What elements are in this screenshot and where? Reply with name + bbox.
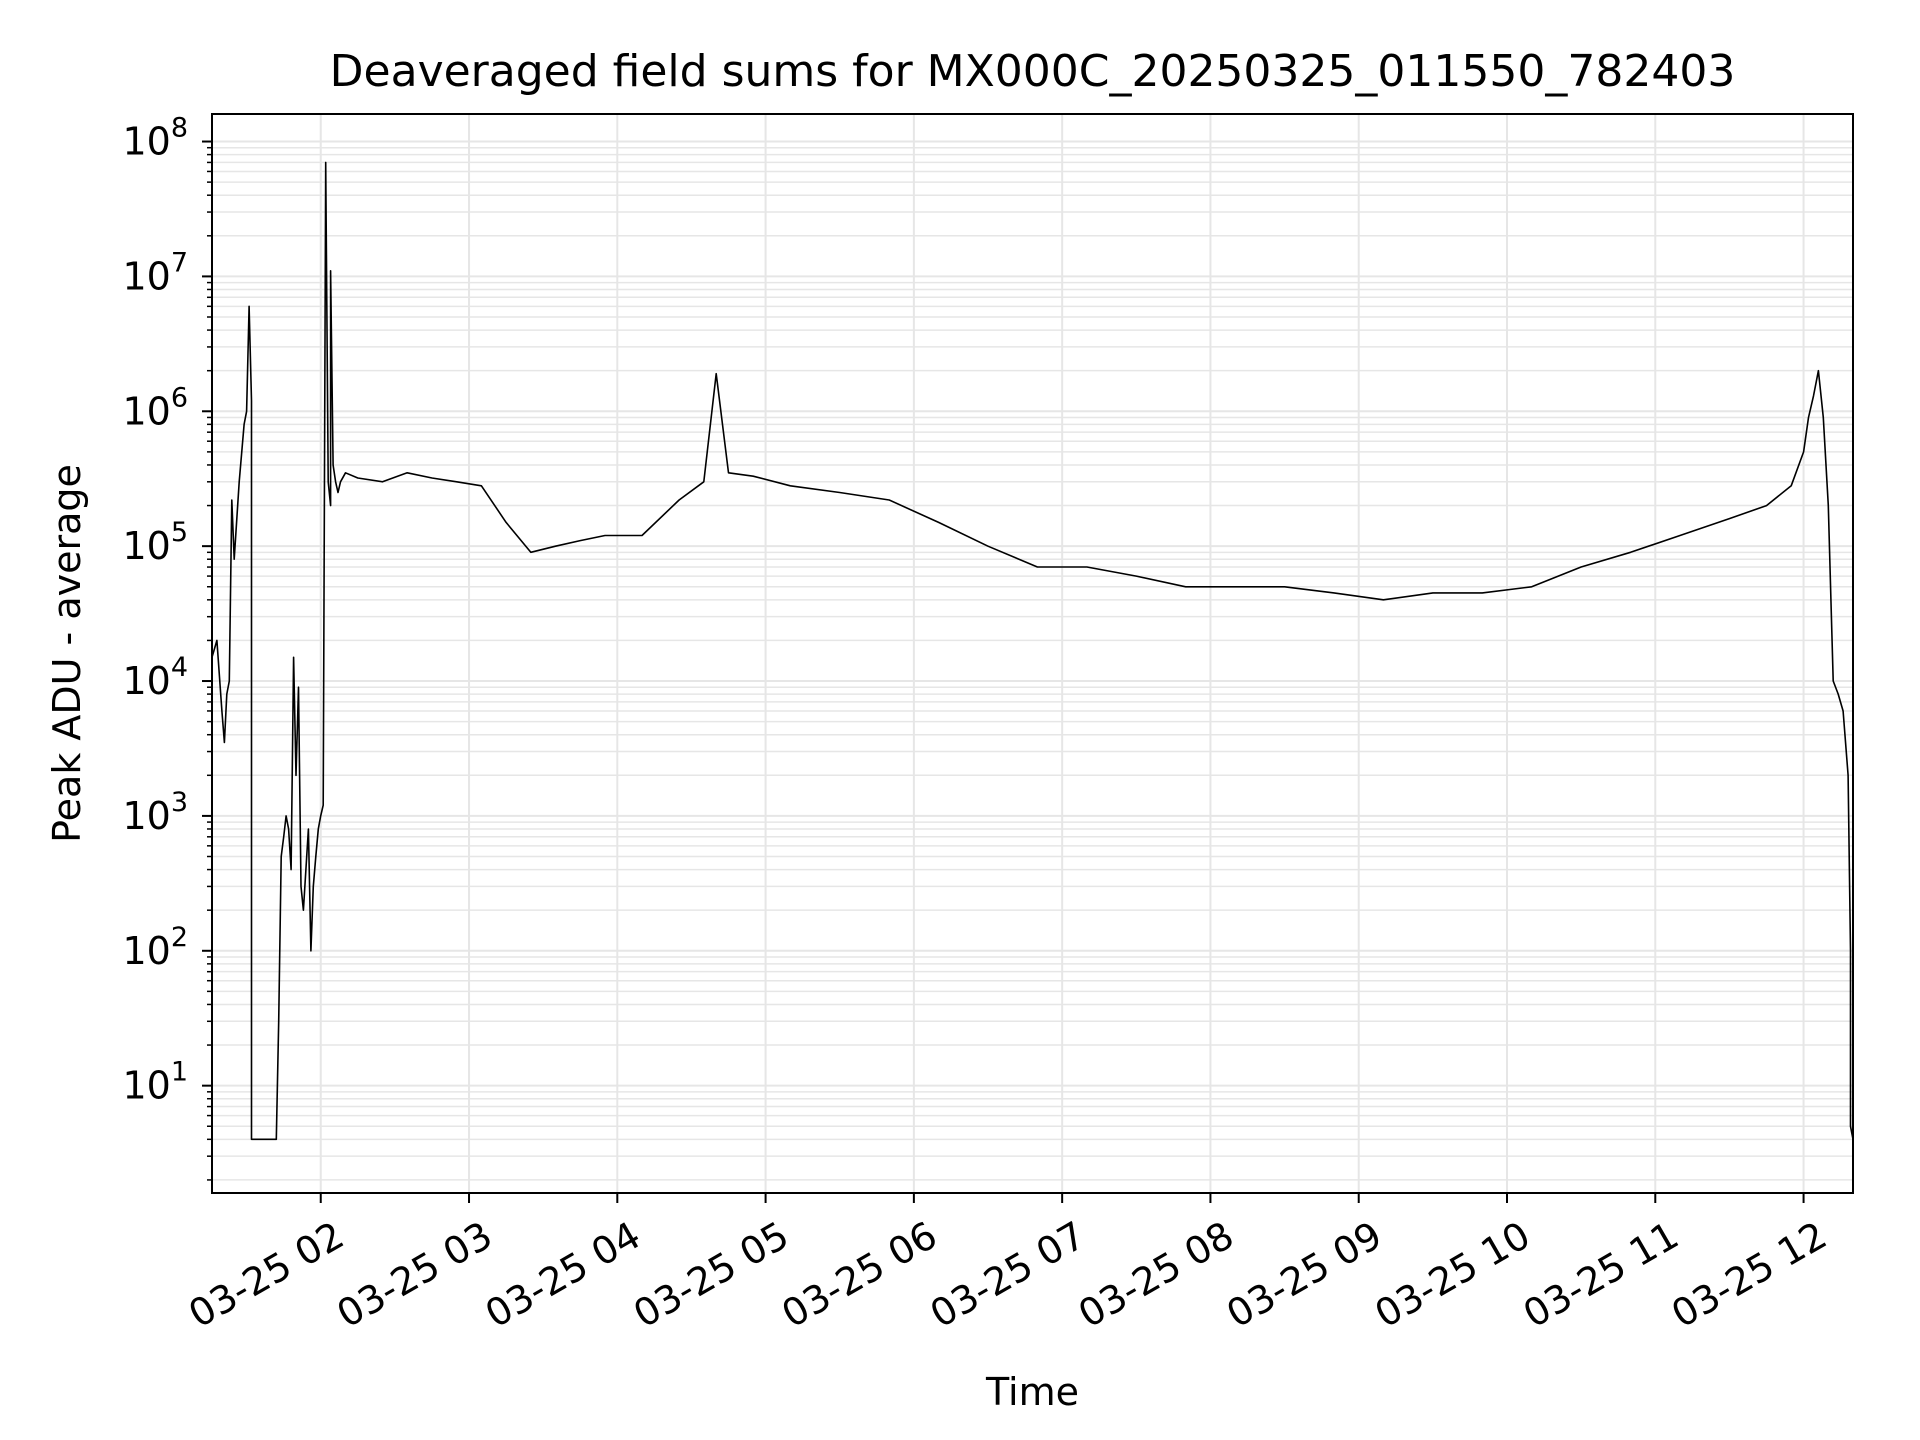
y-axis-label: Peak ADU - average <box>45 464 89 843</box>
y-tick-label: 102 <box>122 922 188 973</box>
y-tick-label: 108 <box>122 113 188 164</box>
y-tick-label: 106 <box>122 382 188 433</box>
y-tick-label: 103 <box>122 787 188 838</box>
y-tick-label: 101 <box>122 1057 188 1108</box>
series-layer <box>211 161 1854 1141</box>
chart-title: Deaveraged field sums for MX000C_2025032… <box>330 46 1736 97</box>
plot-frame <box>211 113 1854 1194</box>
y-tick-label: 105 <box>122 517 188 568</box>
y-tick-label: 104 <box>122 652 188 703</box>
x-axis-label: Time <box>985 1370 1079 1414</box>
y-tick-label: 107 <box>122 247 188 298</box>
series-line <box>211 161 1854 1141</box>
